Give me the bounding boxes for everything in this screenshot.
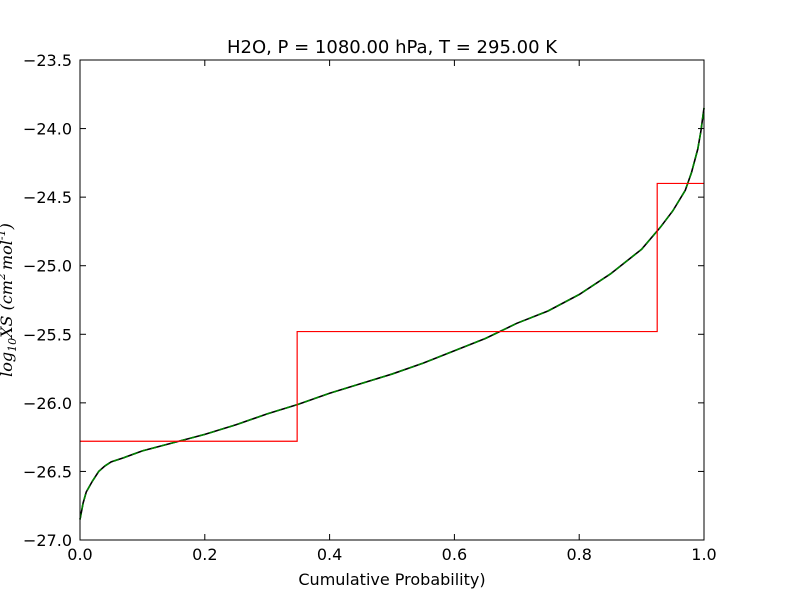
x-axis-label: Cumulative Probability) xyxy=(298,570,485,589)
plot-frame xyxy=(79,59,705,541)
y-axis-label-end: ) xyxy=(0,223,16,230)
x-tick-label: 1.0 xyxy=(691,545,716,564)
y-tick-label: −25.5 xyxy=(23,325,72,344)
y-tick-label: −25.0 xyxy=(23,257,72,276)
y-tick-label: −27.0 xyxy=(23,531,72,550)
y-axis-label-base: log xyxy=(0,352,16,377)
y-axis-label: log10XS (cm2 mol-1) xyxy=(0,223,19,377)
y-axis: −27.0 −26.5 −26.0 −25.5 −25.0 −24.5 −24.0 −23.5 xyxy=(23,51,704,550)
y-tick-label: −26.0 xyxy=(23,394,72,413)
y-axis-label-mid: XS (cm xyxy=(0,280,16,340)
y-tick-label: −26.5 xyxy=(23,462,72,481)
y-tick-label: −24.0 xyxy=(23,120,72,139)
x-tick-label: 0.6 xyxy=(442,545,467,564)
y-tick-label: −23.5 xyxy=(23,51,72,70)
chart-title: H2O, P = 1080.00 hPa, T = 295.00 K xyxy=(227,37,558,58)
y-axis-label-mid2: mol xyxy=(0,240,16,270)
x-tick-label: 0.2 xyxy=(192,545,217,564)
plot-series xyxy=(79,107,705,520)
series-line-2 xyxy=(80,182,704,442)
y-axis-label-sup1: 2 xyxy=(0,273,8,281)
x-tick-label: 0.8 xyxy=(566,545,591,564)
y-tick-label: −24.5 xyxy=(23,188,72,207)
x-tick-label: 0.4 xyxy=(317,545,342,564)
x-tick-label: 0.0 xyxy=(67,545,92,564)
x-axis: 0.0 0.2 0.4 0.6 0.8 1.0 xyxy=(67,60,717,564)
y-axis-label-sub: 10 xyxy=(6,338,19,352)
y-axis-label-sup2: -1 xyxy=(0,229,8,240)
series-line-1 xyxy=(79,107,705,520)
